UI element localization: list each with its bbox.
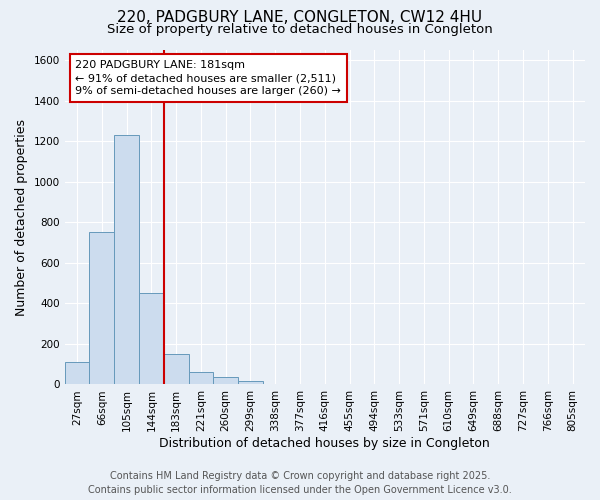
Bar — [89, 232, 114, 384]
Bar — [65, 362, 89, 384]
Bar — [238, 382, 263, 384]
Bar — [114, 135, 139, 384]
Text: 220 PADGBURY LANE: 181sqm
← 91% of detached houses are smaller (2,511)
9% of sem: 220 PADGBURY LANE: 181sqm ← 91% of detac… — [75, 60, 341, 96]
Text: Contains HM Land Registry data © Crown copyright and database right 2025.
Contai: Contains HM Land Registry data © Crown c… — [88, 471, 512, 495]
Bar — [139, 293, 164, 384]
Bar — [214, 378, 238, 384]
Text: 220, PADGBURY LANE, CONGLETON, CW12 4HU: 220, PADGBURY LANE, CONGLETON, CW12 4HU — [118, 10, 482, 25]
Text: Size of property relative to detached houses in Congleton: Size of property relative to detached ho… — [107, 22, 493, 36]
Y-axis label: Number of detached properties: Number of detached properties — [15, 118, 28, 316]
Bar — [188, 372, 214, 384]
X-axis label: Distribution of detached houses by size in Congleton: Distribution of detached houses by size … — [160, 437, 490, 450]
Bar — [164, 354, 188, 384]
